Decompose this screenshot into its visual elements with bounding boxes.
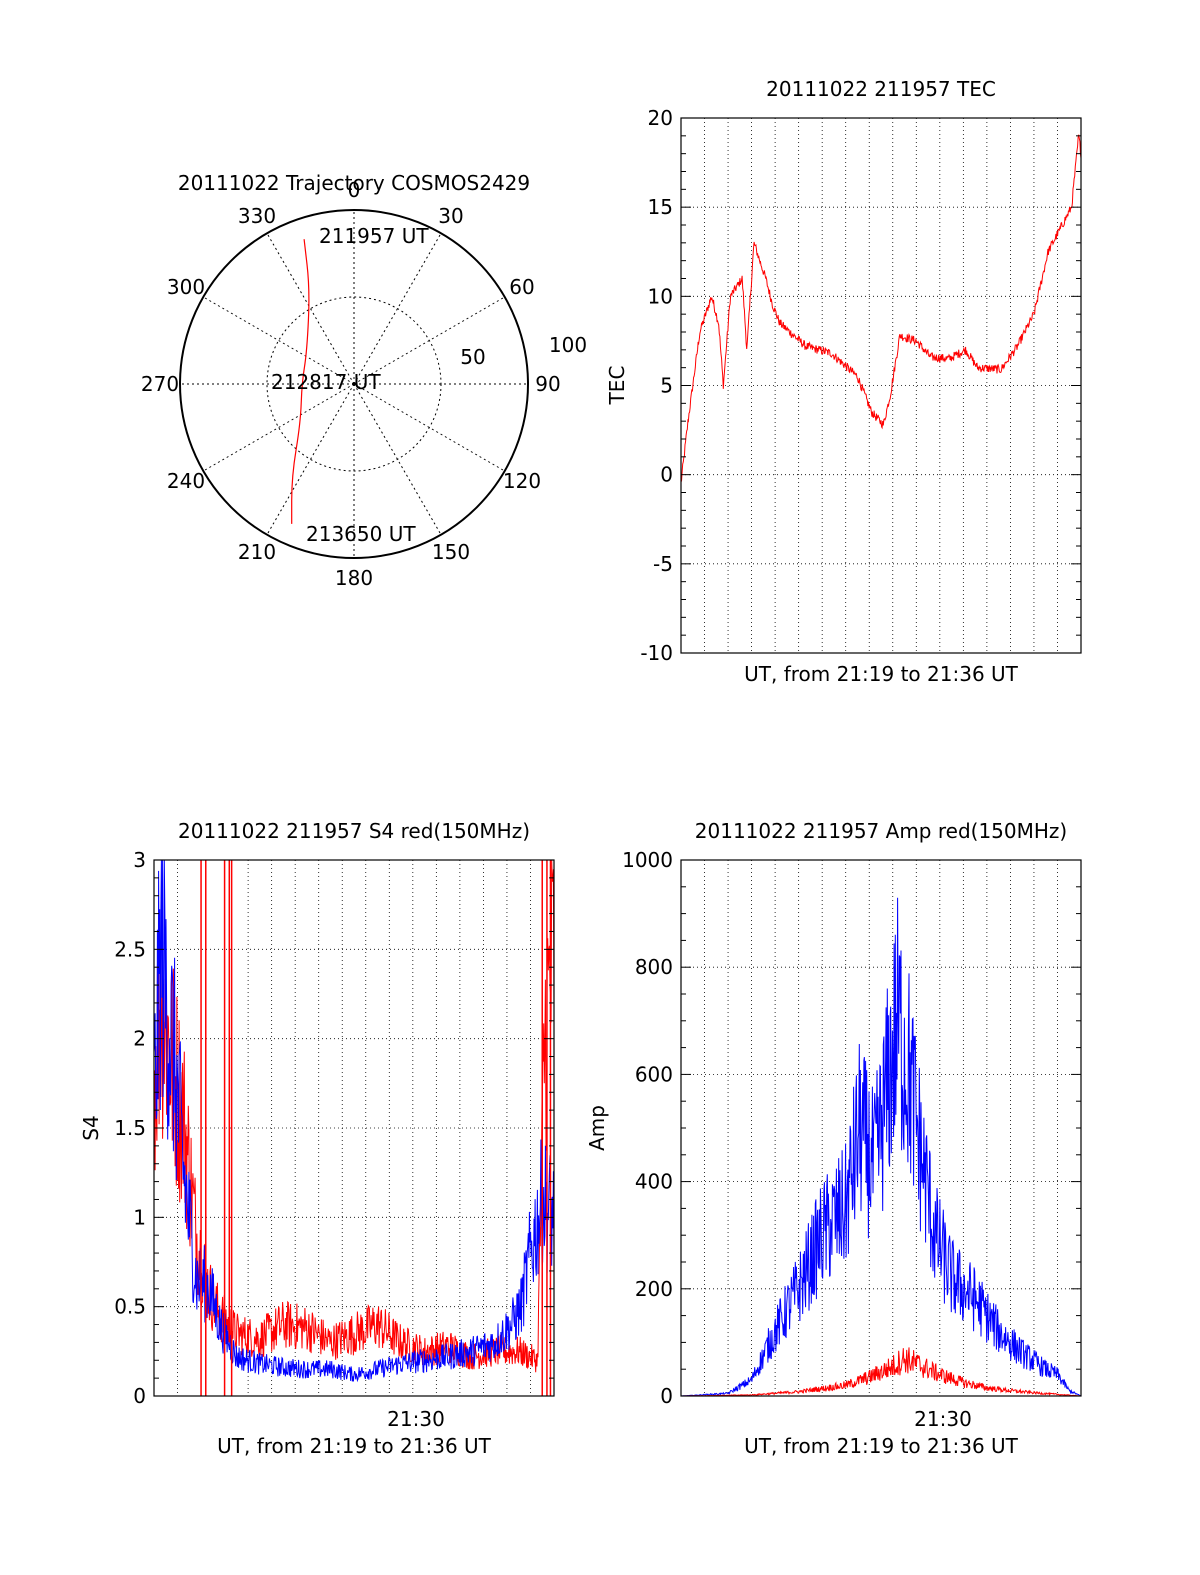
polar-az-label-270: 270 [141,372,179,396]
s4-y-axis-label: S4 [79,1115,103,1140]
polar-spoke-150 [353,383,442,535]
polar-spoke-60 [353,296,505,385]
polar-spoke-210 [266,383,355,535]
polar-az-label-0: 0 [348,178,361,202]
s4-x-tick-label: 21:30 [387,1407,445,1431]
polar-chart-title: 20111022 Trajectory COSMOS2429 [178,171,530,195]
s4-y-tick-label: 1.5 [114,1116,146,1140]
s4-y-ticks: 0 0.5 1 1.5 2 2.5 3 [114,848,554,1408]
tec-y-tick-label: 0 [660,463,673,487]
tec-x-axis-label: UT, from 21:19 to 21:36 UT [744,662,1019,686]
polar-point-label-start: 211957 UT [319,224,429,248]
tec-chart-title: 20111022 211957 TEC [766,77,996,101]
s4-y-tick-label: 0 [133,1384,146,1408]
tec-y-axis-label: TEC [605,366,629,406]
amp-chart: 20111022 211957 Amp red(150MHz) 0 200 400 6… [585,819,1082,1458]
polar-spoke-330 [266,233,355,385]
s4-chart-title: 20111022 211957 S4 red(150MHz) [178,819,530,843]
polar-trajectory-chart: 20111022 Trajectory COSMOS2429 0 30 60 90 12… [141,171,587,590]
polar-az-label-300: 300 [167,275,205,299]
polar-outer-circle [179,209,529,559]
polar-radius-label-100: 100 [549,333,587,357]
amp-y-tick-label: 0 [660,1384,673,1408]
polar-spokes [180,210,528,558]
amp-grid [681,860,1081,1396]
tec-grid [681,118,1081,653]
polar-spoke-300 [203,296,355,385]
amp-chart-title: 20111022 211957 Amp red(150MHz) [695,819,1067,843]
polar-point-label-end: 213650 UT [306,522,416,546]
amp-x-axis-label: UT, from 21:19 to 21:36 UT [744,1434,1019,1458]
s4-y-tick-label: 3 [133,848,146,872]
polar-spoke-120 [353,383,505,472]
tec-y-tick-label: -10 [640,641,673,665]
amp-y-tick-label: 1000 [622,848,673,872]
polar-az-label-120: 120 [503,469,541,493]
tec-y-tick-label: 15 [648,195,673,219]
polar-az-label-180: 180 [335,566,373,590]
tec-y-ticks: -10 -5 0 5 10 15 20 [640,106,1081,665]
tec-y-tick-label: 5 [660,374,673,398]
s4-chart: 20111022 211957 S4 red(150MHz) 0 0.5 1 1.5 2… [79,819,555,1458]
amp-y-tick-label: 600 [635,1062,673,1086]
amp-series [681,897,1082,1397]
polar-az-label-30: 30 [438,204,463,228]
s4-y-tick-label: 0.5 [114,1295,146,1319]
amp-y-tick-label: 200 [635,1277,673,1301]
tec-series-line [680,134,1082,483]
amp-y-ticks: 0 200 400 600 800 1000 [622,848,1081,1408]
amp-x-tick-label: 21:30 [914,1407,972,1431]
polar-az-label-240: 240 [167,469,205,493]
amp-y-tick-label: 400 [635,1170,673,1194]
tec-chart: 20111022 211957 TEC -10 -5 0 5 10 15 20 TEC UT… [605,77,1082,686]
amp-series-blue [681,897,1082,1397]
tec-y-tick-label: 10 [648,284,673,308]
polar-az-label-60: 60 [509,275,534,299]
amp-y-axis-label: Amp [585,1105,609,1151]
polar-az-label-90: 90 [535,372,560,396]
s4-y-tick-label: 2.5 [114,937,146,961]
polar-az-label-150: 150 [432,540,470,564]
amp-y-tick-label: 800 [635,955,673,979]
polar-azimuth-labels: 0 30 60 90 120 150 180 210 240 270 300 330 [141,178,561,590]
polar-spoke-240 [203,383,355,472]
s4-series-blue [153,859,555,1383]
polar-az-label-210: 210 [238,540,276,564]
s4-y-tick-label: 1 [133,1205,146,1229]
polar-radius-label-50: 50 [460,345,485,369]
polar-trajectory-line [291,239,310,524]
s4-y-tick-label: 2 [133,1027,146,1051]
tec-y-tick-label: -5 [653,552,673,576]
amp-series-red [681,1347,1081,1397]
polar-spoke-30 [353,233,442,385]
polar-az-label-330: 330 [238,204,276,228]
tec-series [680,134,1082,483]
s4-x-axis-label: UT, from 21:19 to 21:36 UT [217,1434,492,1458]
tec-y-tick-label: 20 [648,106,673,130]
polar-point-label-mid: 212817 UT [271,370,381,394]
